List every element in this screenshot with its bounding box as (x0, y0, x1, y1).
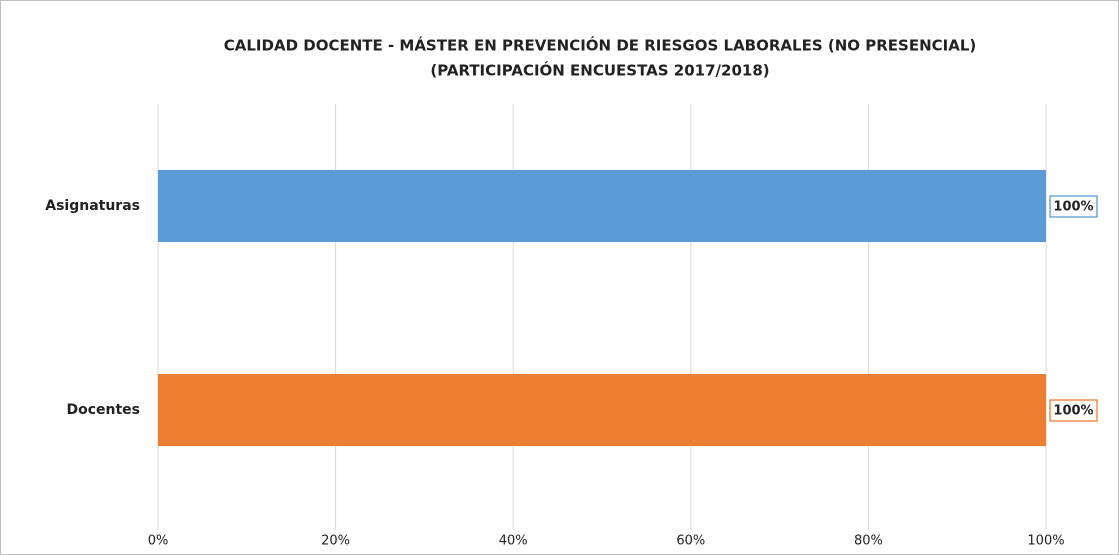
x-tick-label: 100% (1027, 534, 1064, 549)
value-label: 100% (1053, 404, 1093, 419)
x-tick-label: 20% (321, 534, 350, 549)
bar (158, 170, 1046, 242)
x-tick-label: 40% (499, 534, 528, 549)
value-label-box (1049, 399, 1098, 422)
chart-title: CALIDAD DOCENTE - MÁSTER EN PREVENCIÓN D… (224, 36, 977, 55)
bar (158, 374, 1046, 446)
chart-subtitle: (PARTICIPACIÓN ENCUESTAS 2017/2018) (430, 61, 769, 80)
value-label: 100% (1053, 200, 1093, 215)
value-label-box (1049, 195, 1098, 218)
x-tick-label: 80% (854, 534, 883, 549)
y-tick-label: Docentes (66, 402, 140, 418)
y-tick-label: Asignaturas (45, 198, 140, 214)
x-tick-label: 60% (676, 534, 705, 549)
x-tick-label: 0% (148, 534, 169, 549)
